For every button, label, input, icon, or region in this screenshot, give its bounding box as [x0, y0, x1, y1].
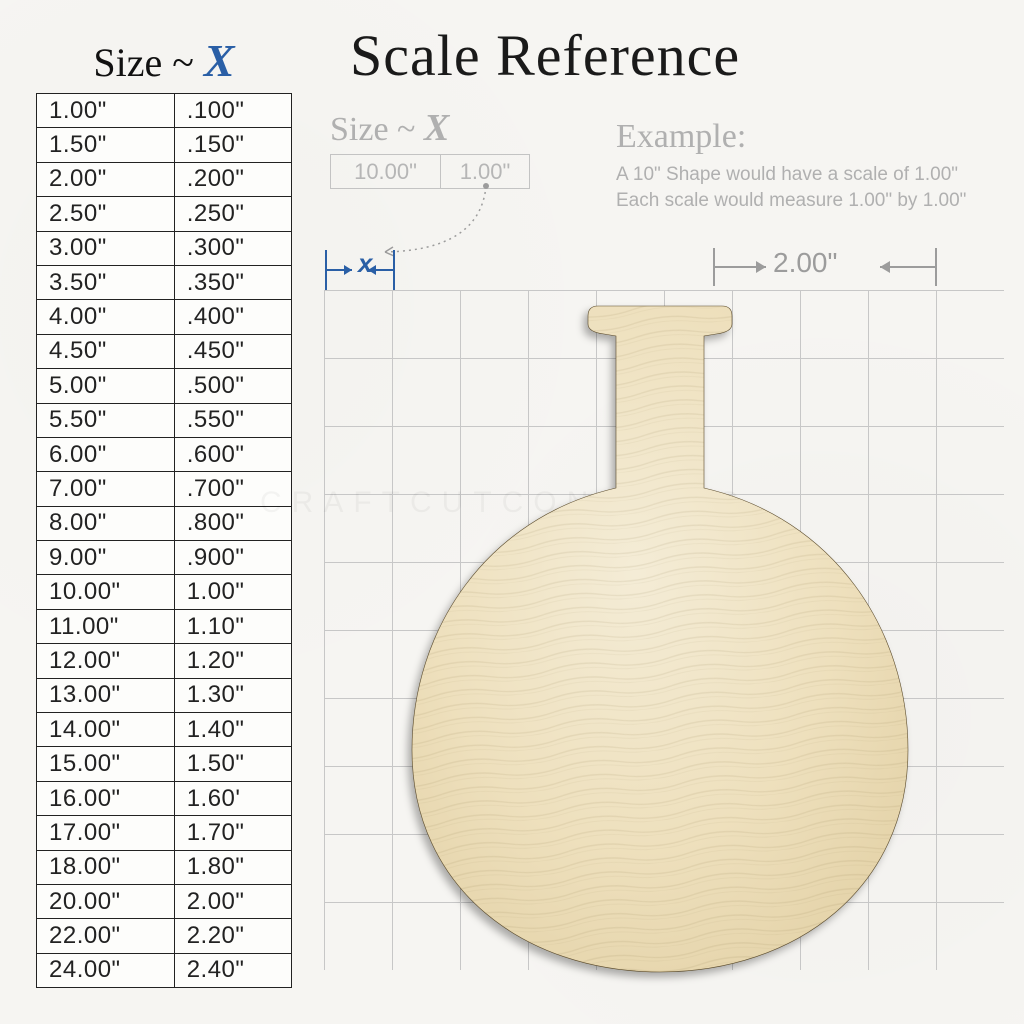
size-cell: 10.00" — [37, 575, 175, 609]
size-cell: 2.50" — [37, 197, 175, 231]
x-cell: .300" — [174, 231, 291, 265]
size-cell: 1.50" — [37, 128, 175, 162]
size-cell: 3.50" — [37, 265, 175, 299]
x-cell: 1.70" — [174, 816, 291, 850]
table-row: 18.00"1.80" — [37, 850, 292, 884]
size-table-container: Size ~ X 1.00".100"1.50".150"2.00".200"2… — [36, 34, 292, 988]
x-cell: 1.80" — [174, 850, 291, 884]
size-cell: 5.50" — [37, 403, 175, 437]
size-cell: 24.00" — [37, 953, 175, 987]
size-cell: 2.00" — [37, 162, 175, 196]
example-line-2: Each scale would measure 1.00" by 1.00" — [616, 188, 1016, 214]
table-row: 22.00"2.20" — [37, 919, 292, 953]
x-cell: 2.00" — [174, 884, 291, 918]
table-row: 3.50".350" — [37, 265, 292, 299]
size-cell: 7.00" — [37, 472, 175, 506]
size-cell: 16.00" — [37, 781, 175, 815]
table-row: 4.50".450" — [37, 334, 292, 368]
table-row: 20.00"2.00" — [37, 884, 292, 918]
size-cell: 5.00" — [37, 369, 175, 403]
table-row: 3.00".300" — [37, 231, 292, 265]
size-label-prefix: Size ~ — [93, 40, 204, 85]
example-block: Example: A 10" Shape would have a scale … — [616, 118, 1016, 213]
x-cell: 2.20" — [174, 919, 291, 953]
size-cell: 4.50" — [37, 334, 175, 368]
x-cell: 1.00" — [174, 575, 291, 609]
size-cell: 11.00" — [37, 609, 175, 643]
x-cell: 1.50" — [174, 747, 291, 781]
table-row: 16.00"1.60' — [37, 781, 292, 815]
x-cell: .500" — [174, 369, 291, 403]
table-row: 4.00".400" — [37, 300, 292, 334]
x-cell: .200" — [174, 162, 291, 196]
table-row: 5.50".550" — [37, 403, 292, 437]
table-row: 1.00".100" — [37, 94, 292, 128]
table-row: 1.50".150" — [37, 128, 292, 162]
size-cell: 9.00" — [37, 541, 175, 575]
table-row: 11.00"1.10" — [37, 609, 292, 643]
mini-size-prefix: Size ~ — [330, 111, 424, 148]
table-row: 7.00".700" — [37, 472, 292, 506]
table-row: 2.00".200" — [37, 162, 292, 196]
x-cell: 1.60' — [174, 781, 291, 815]
flask-shape — [390, 300, 930, 980]
size-cell: 17.00" — [37, 816, 175, 850]
table-row: 2.50".250" — [37, 197, 292, 231]
size-cell: 6.00" — [37, 437, 175, 471]
size-cell: 13.00" — [37, 678, 175, 712]
x-cell: .250" — [174, 197, 291, 231]
size-table: 1.00".100"1.50".150"2.00".200"2.50".250"… — [36, 93, 292, 988]
size-table-heading: Size ~ X — [36, 34, 292, 87]
table-row: 15.00"1.50" — [37, 747, 292, 781]
size-cell: 12.00" — [37, 644, 175, 678]
table-row: 12.00"1.20" — [37, 644, 292, 678]
x-cell: .450" — [174, 334, 291, 368]
size-cell: 1.00" — [37, 94, 175, 128]
table-row: 10.00"1.00" — [37, 575, 292, 609]
table-row: 17.00"1.70" — [37, 816, 292, 850]
size-cell: 20.00" — [37, 884, 175, 918]
size-cell: 3.00" — [37, 231, 175, 265]
size-cell: 8.00" — [37, 506, 175, 540]
page-title: Scale Reference — [350, 22, 740, 89]
mini-size-x: X — [424, 107, 449, 149]
example-line-1: A 10" Shape would have a scale of 1.00" — [616, 162, 1016, 188]
x-cell: 1.30" — [174, 678, 291, 712]
x-cell: .150" — [174, 128, 291, 162]
size-cell: 15.00" — [37, 747, 175, 781]
table-row: 13.00"1.30" — [37, 678, 292, 712]
size-cell: 22.00" — [37, 919, 175, 953]
example-heading: Example: — [616, 118, 1016, 156]
size-cell: 18.00" — [37, 850, 175, 884]
table-row: 24.00"2.40" — [37, 953, 292, 987]
table-row: 9.00".900" — [37, 541, 292, 575]
two-inch-label: 2.00" — [773, 247, 837, 279]
x-dimension-label: x — [358, 248, 372, 279]
mini-size-heading: Size ~ X — [330, 106, 550, 150]
size-label-x: X — [204, 35, 235, 86]
size-cell: 4.00" — [37, 300, 175, 334]
x-cell: 1.40" — [174, 713, 291, 747]
size-cell: 14.00" — [37, 713, 175, 747]
x-cell: .600" — [174, 437, 291, 471]
x-cell: .100" — [174, 94, 291, 128]
x-cell: 2.40" — [174, 953, 291, 987]
x-cell: 1.10" — [174, 609, 291, 643]
table-row: 14.00"1.40" — [37, 713, 292, 747]
table-row: 5.00".500" — [37, 369, 292, 403]
x-cell: .400" — [174, 300, 291, 334]
table-row: 6.00".600" — [37, 437, 292, 471]
x-cell: .550" — [174, 403, 291, 437]
x-cell: .350" — [174, 265, 291, 299]
x-cell: .900" — [174, 541, 291, 575]
x-dimension-marker — [320, 250, 440, 290]
table-row: 8.00".800" — [37, 506, 292, 540]
mini-size-example: Size ~ X 10.00" 1.00" — [330, 106, 550, 189]
x-cell: 1.20" — [174, 644, 291, 678]
